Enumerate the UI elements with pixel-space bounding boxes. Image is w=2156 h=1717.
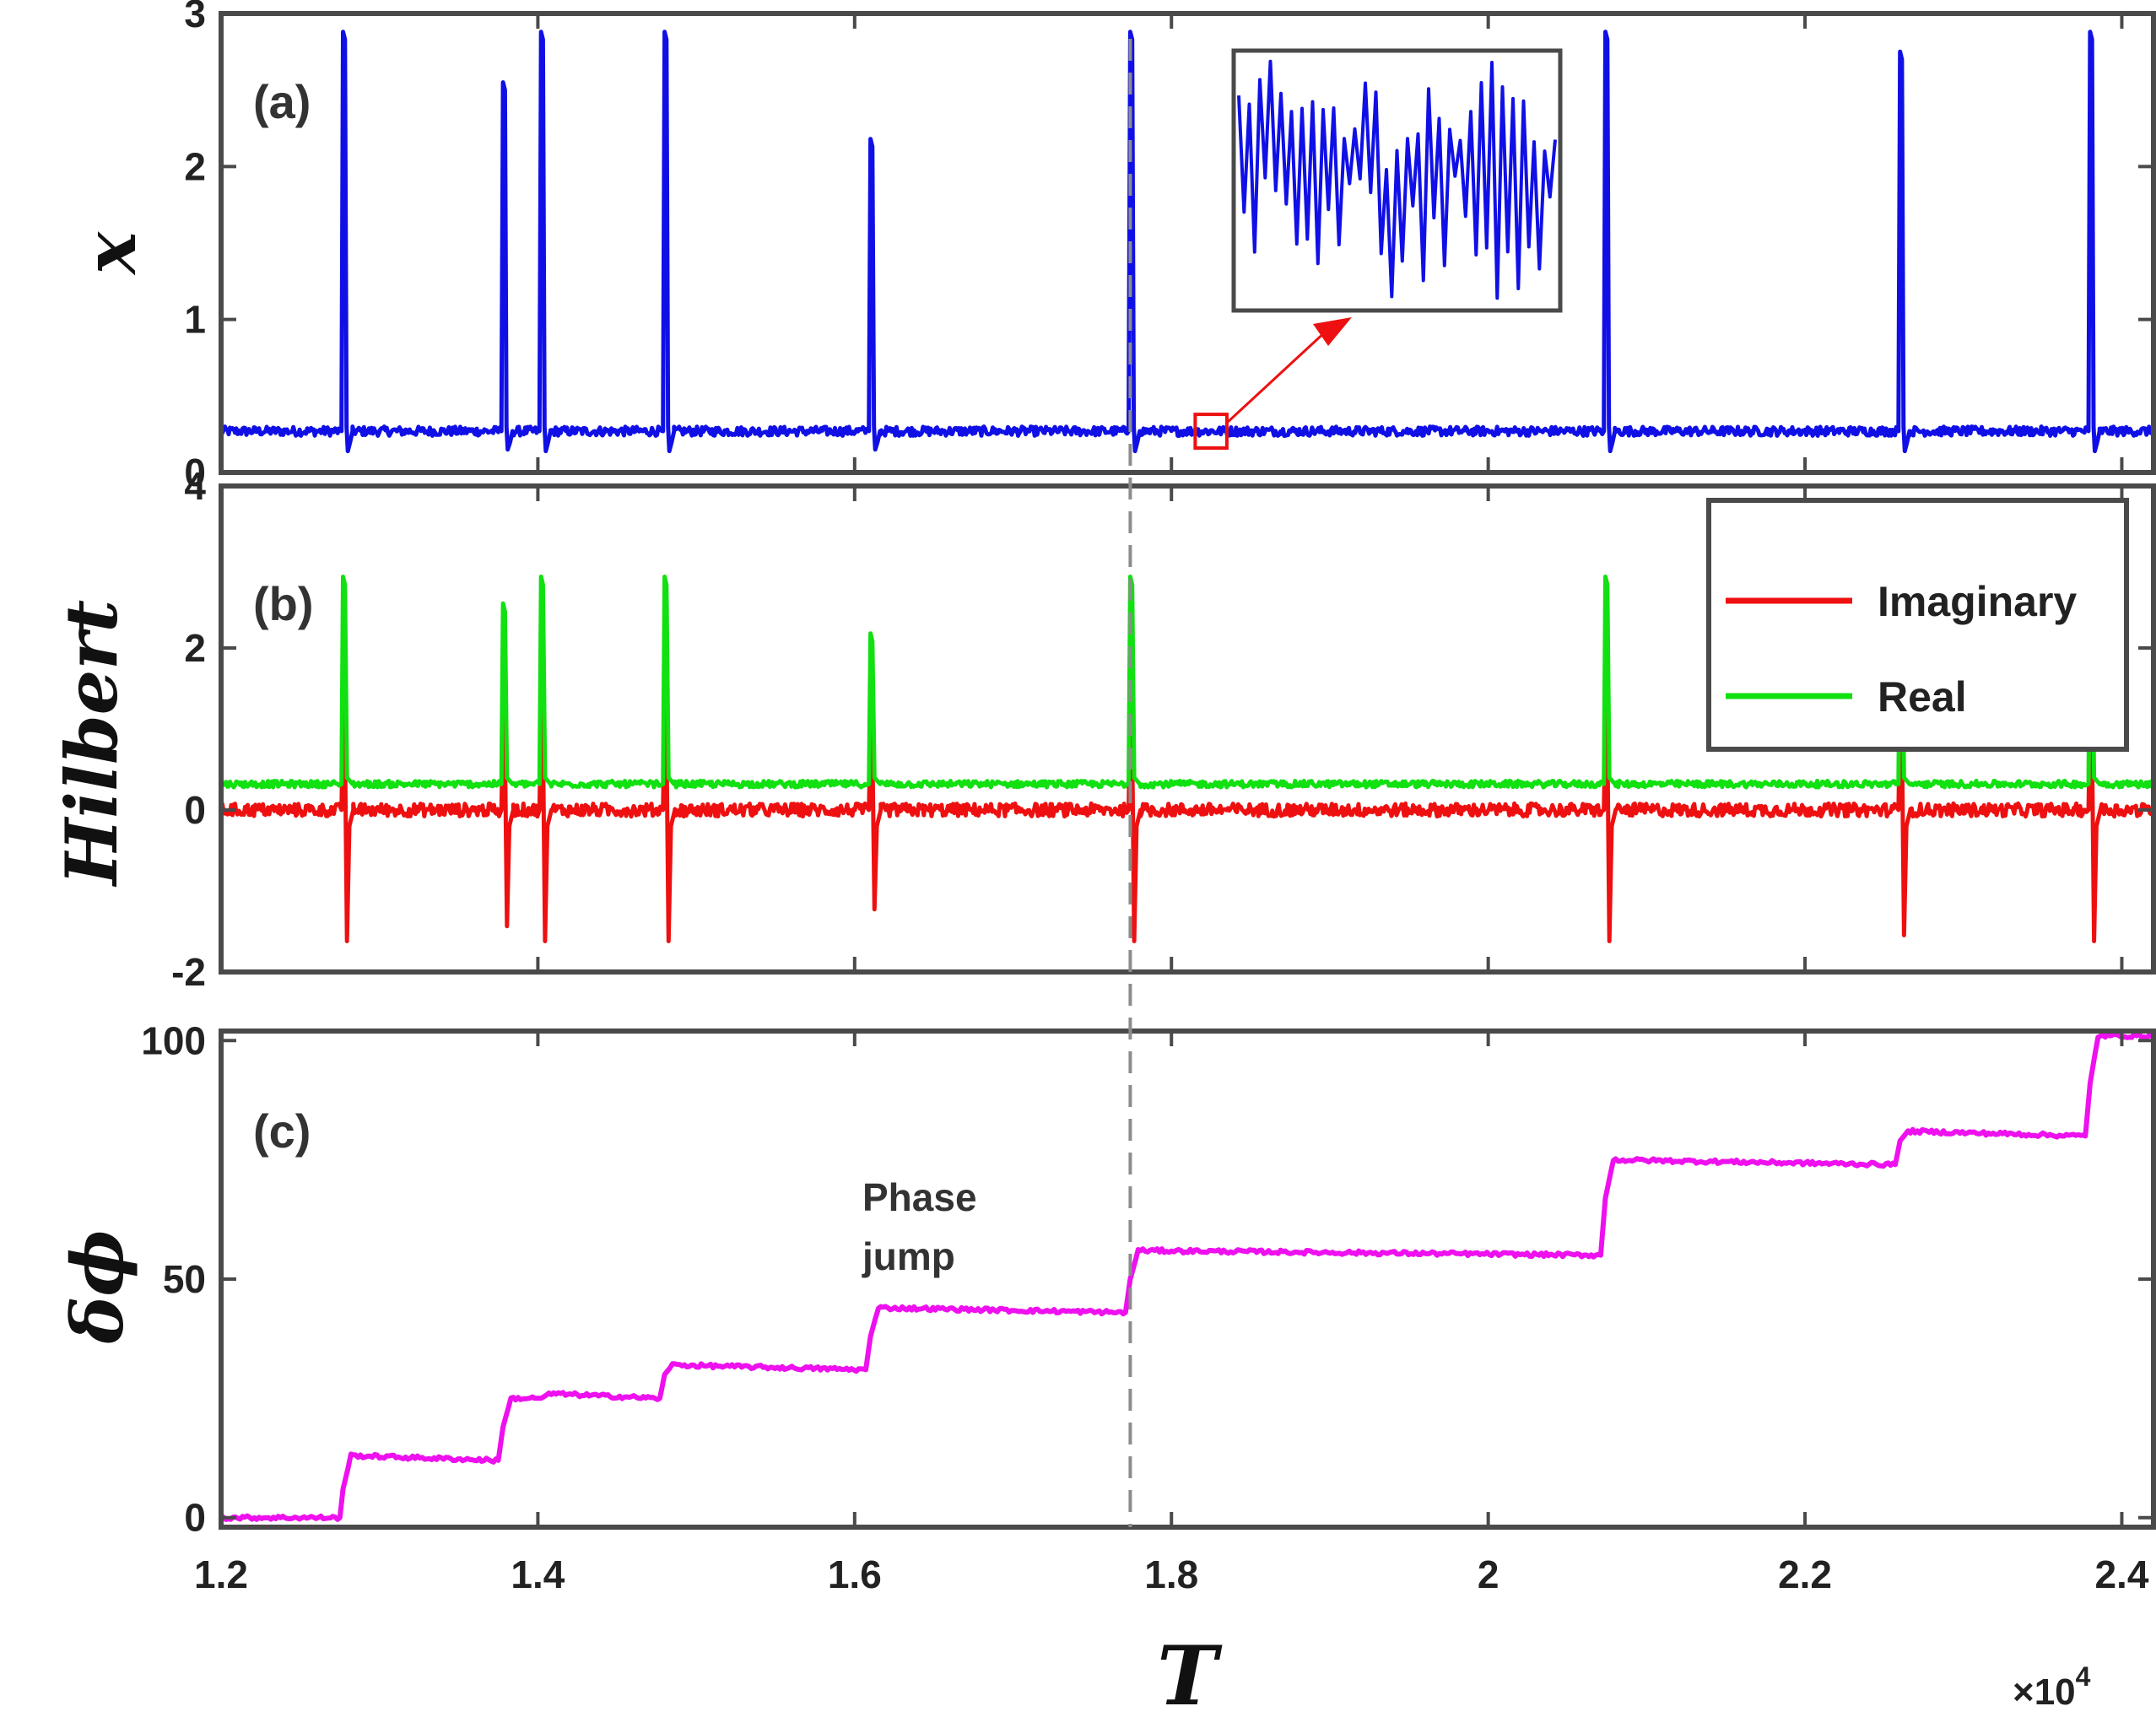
y-b-tick-label: 2 bbox=[184, 626, 206, 670]
x-axis-label: T bbox=[1157, 1628, 1223, 1717]
series-x-line bbox=[219, 30, 2155, 454]
y-b-tick-label: 0 bbox=[184, 788, 206, 832]
panel-c-x-ticks: 1.2 1.4 1.6 1.8 2 2.2 2.4 bbox=[194, 13, 2149, 1596]
series-real-line bbox=[219, 575, 2153, 790]
x-tick-label: 2 bbox=[1478, 1552, 1499, 1596]
panel-a-frame bbox=[219, 11, 2156, 475]
inset-zoom-line bbox=[1237, 59, 1557, 300]
legend-box bbox=[1706, 498, 2129, 752]
series-phase-difference-line bbox=[220, 1031, 2154, 1522]
panel-b-frame bbox=[219, 483, 2156, 975]
x-exponent-label: ×104 bbox=[2013, 1661, 2091, 1713]
x-tick-label: 2.2 bbox=[1778, 1552, 1832, 1596]
panel-a: 0 1 2 3 (a) x bbox=[68, 0, 2156, 494]
y-c-tick-label: 50 bbox=[163, 1257, 206, 1301]
x-tick-label: 1.6 bbox=[828, 1552, 882, 1596]
panel-b-plot-area bbox=[219, 575, 2153, 943]
legend-label-imaginary: Imaginary bbox=[1878, 578, 2077, 625]
panel-c-y-axis-label: δϕ bbox=[56, 1229, 139, 1344]
zoom-box bbox=[1193, 413, 1229, 450]
panel-a-plot-area bbox=[219, 30, 2155, 454]
y-b-tick-label: 4 bbox=[184, 464, 206, 508]
svg-text:×104: ×104 bbox=[2013, 1661, 2091, 1713]
zoom-arrow bbox=[1225, 329, 1328, 424]
series-imaginary-line bbox=[220, 666, 2153, 943]
x-exponent-power: 4 bbox=[2076, 1661, 2091, 1692]
panel-b-label: (b) bbox=[253, 577, 314, 630]
panel-b: -2 0 2 4 (b) Hilbert Imaginary Real bbox=[50, 464, 2156, 994]
panel-a-y-ticks: 0 1 2 3 bbox=[184, 0, 2153, 494]
x-tick-label: 1.8 bbox=[1144, 1552, 1198, 1596]
y-c-tick-label: 0 bbox=[184, 1496, 206, 1540]
panel-c-plot-area bbox=[220, 1031, 2154, 1522]
panel-b-y-ticks: -2 0 2 4 bbox=[171, 464, 2153, 994]
y-a-tick-label: 0 bbox=[184, 451, 206, 494]
panel-c-label: (c) bbox=[253, 1104, 311, 1158]
x-exponent-prefix: ×10 bbox=[2013, 1671, 2076, 1713]
panel-c-frame bbox=[219, 1029, 2156, 1530]
y-a-tick-label: 2 bbox=[184, 144, 206, 188]
annotation-phase: Phase bbox=[862, 1175, 977, 1219]
y-a-tick-label: 3 bbox=[184, 0, 206, 35]
zoom-arrow-head bbox=[1313, 317, 1352, 346]
x-tick-label: 1.4 bbox=[511, 1552, 565, 1596]
panel-a-y-axis-label: x bbox=[68, 231, 152, 276]
x-tick-label: 1.2 bbox=[194, 1552, 248, 1596]
legend-label-real: Real bbox=[1878, 673, 1967, 721]
panel-b-y-axis-label: Hilbert bbox=[50, 600, 133, 887]
x-tick-label: 2.4 bbox=[2094, 1552, 2148, 1596]
panel-a-label: (a) bbox=[253, 75, 311, 128]
legend: Imaginary Real bbox=[1706, 498, 2129, 752]
y-b-tick-label: -2 bbox=[171, 950, 206, 994]
annotation-jump: jump bbox=[862, 1234, 955, 1278]
panel-c-y-ticks: 0 50 100 bbox=[141, 1018, 2153, 1540]
y-a-tick-label: 1 bbox=[184, 298, 206, 342]
y-c-tick-label: 100 bbox=[141, 1018, 206, 1062]
inset-zoom bbox=[1231, 48, 1563, 313]
